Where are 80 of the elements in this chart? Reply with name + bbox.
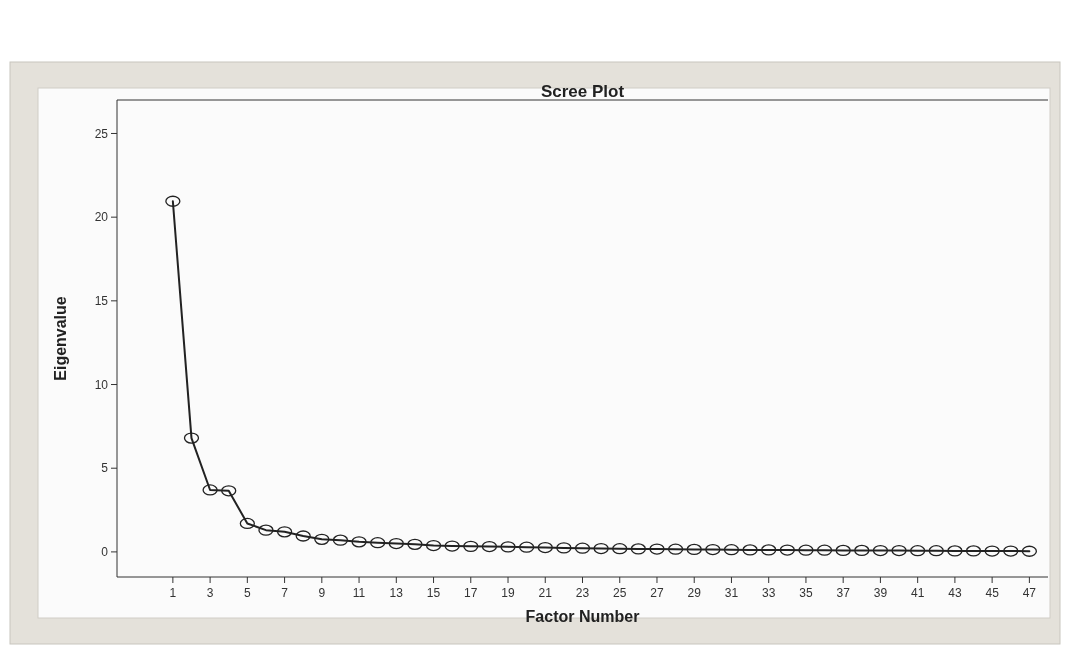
point [798, 544, 814, 556]
x-tick-label: 33 [762, 586, 776, 600]
x-tick-label: 23 [575, 586, 590, 600]
point [221, 485, 237, 497]
point [444, 540, 460, 552]
point [705, 543, 721, 556]
x-tick-label: 11 [352, 586, 366, 600]
x-tick-label: 35 [799, 586, 813, 600]
point [258, 524, 274, 536]
point [984, 545, 1000, 557]
y-tick-label: 10 [94, 377, 109, 392]
x-tick-label: 5 [244, 586, 251, 600]
y-tick-label: 5 [101, 461, 109, 476]
x-tick-label: 47 [1022, 586, 1037, 600]
x-tick-label: 27 [650, 586, 664, 600]
point [854, 544, 870, 557]
x-axis-title: Factor Number [525, 608, 640, 625]
point [314, 533, 330, 545]
point [388, 537, 404, 550]
point [239, 517, 255, 530]
point [1003, 545, 1019, 557]
point [965, 545, 982, 557]
x-tick-label: 39 [873, 586, 888, 600]
x-tick-label: 9 [318, 586, 326, 600]
point [574, 542, 591, 554]
point [593, 542, 609, 555]
x-tick-label: 15 [426, 586, 441, 600]
point [202, 484, 218, 496]
y-tick-label: 25 [94, 126, 109, 141]
point [891, 544, 907, 557]
point [463, 540, 479, 553]
point [1021, 545, 1038, 557]
point [332, 534, 349, 546]
point [370, 537, 386, 549]
point [407, 538, 423, 551]
point [947, 545, 963, 557]
x-tick-label: 1 [169, 586, 177, 600]
x-tick-label: 37 [836, 586, 851, 600]
point [723, 544, 740, 556]
point [779, 544, 795, 556]
point [761, 544, 777, 556]
x-tick-label: 41 [910, 586, 925, 600]
x-tick-label: 13 [389, 586, 404, 600]
y-tick-label: 15 [94, 294, 109, 309]
point [425, 539, 442, 552]
point [183, 432, 200, 444]
y-axis-title: Eigenvalue [52, 296, 69, 381]
point [276, 526, 293, 538]
x-tick-label: 25 [613, 586, 627, 600]
point [686, 543, 702, 556]
point [518, 541, 535, 553]
chart-title: Scree Plot [540, 82, 625, 101]
point [630, 543, 647, 555]
x-tick-label: 45 [985, 586, 1000, 600]
x-tick-label: 31 [724, 586, 739, 600]
x-tick-label: 43 [948, 586, 962, 600]
x-tick-label: 17 [464, 586, 478, 600]
y-tick-label: 20 [94, 210, 109, 225]
x-tick-label: 21 [538, 586, 553, 600]
point [612, 543, 628, 555]
point [351, 536, 367, 548]
point [742, 544, 758, 556]
point [667, 543, 684, 555]
point [910, 545, 926, 557]
point [500, 541, 516, 553]
x-tick-label: 3 [206, 586, 214, 600]
point [872, 544, 889, 557]
x-tick-label: 29 [687, 586, 702, 600]
point [537, 541, 553, 554]
point [649, 543, 665, 555]
point [556, 542, 572, 554]
point [481, 540, 498, 553]
point [928, 545, 944, 557]
point [295, 530, 311, 542]
point [835, 544, 851, 557]
x-tick-label: 7 [281, 586, 289, 600]
x-tick-label: 19 [501, 586, 516, 600]
point [165, 195, 181, 207]
y-tick-label: 0 [101, 545, 109, 560]
point [816, 544, 833, 556]
